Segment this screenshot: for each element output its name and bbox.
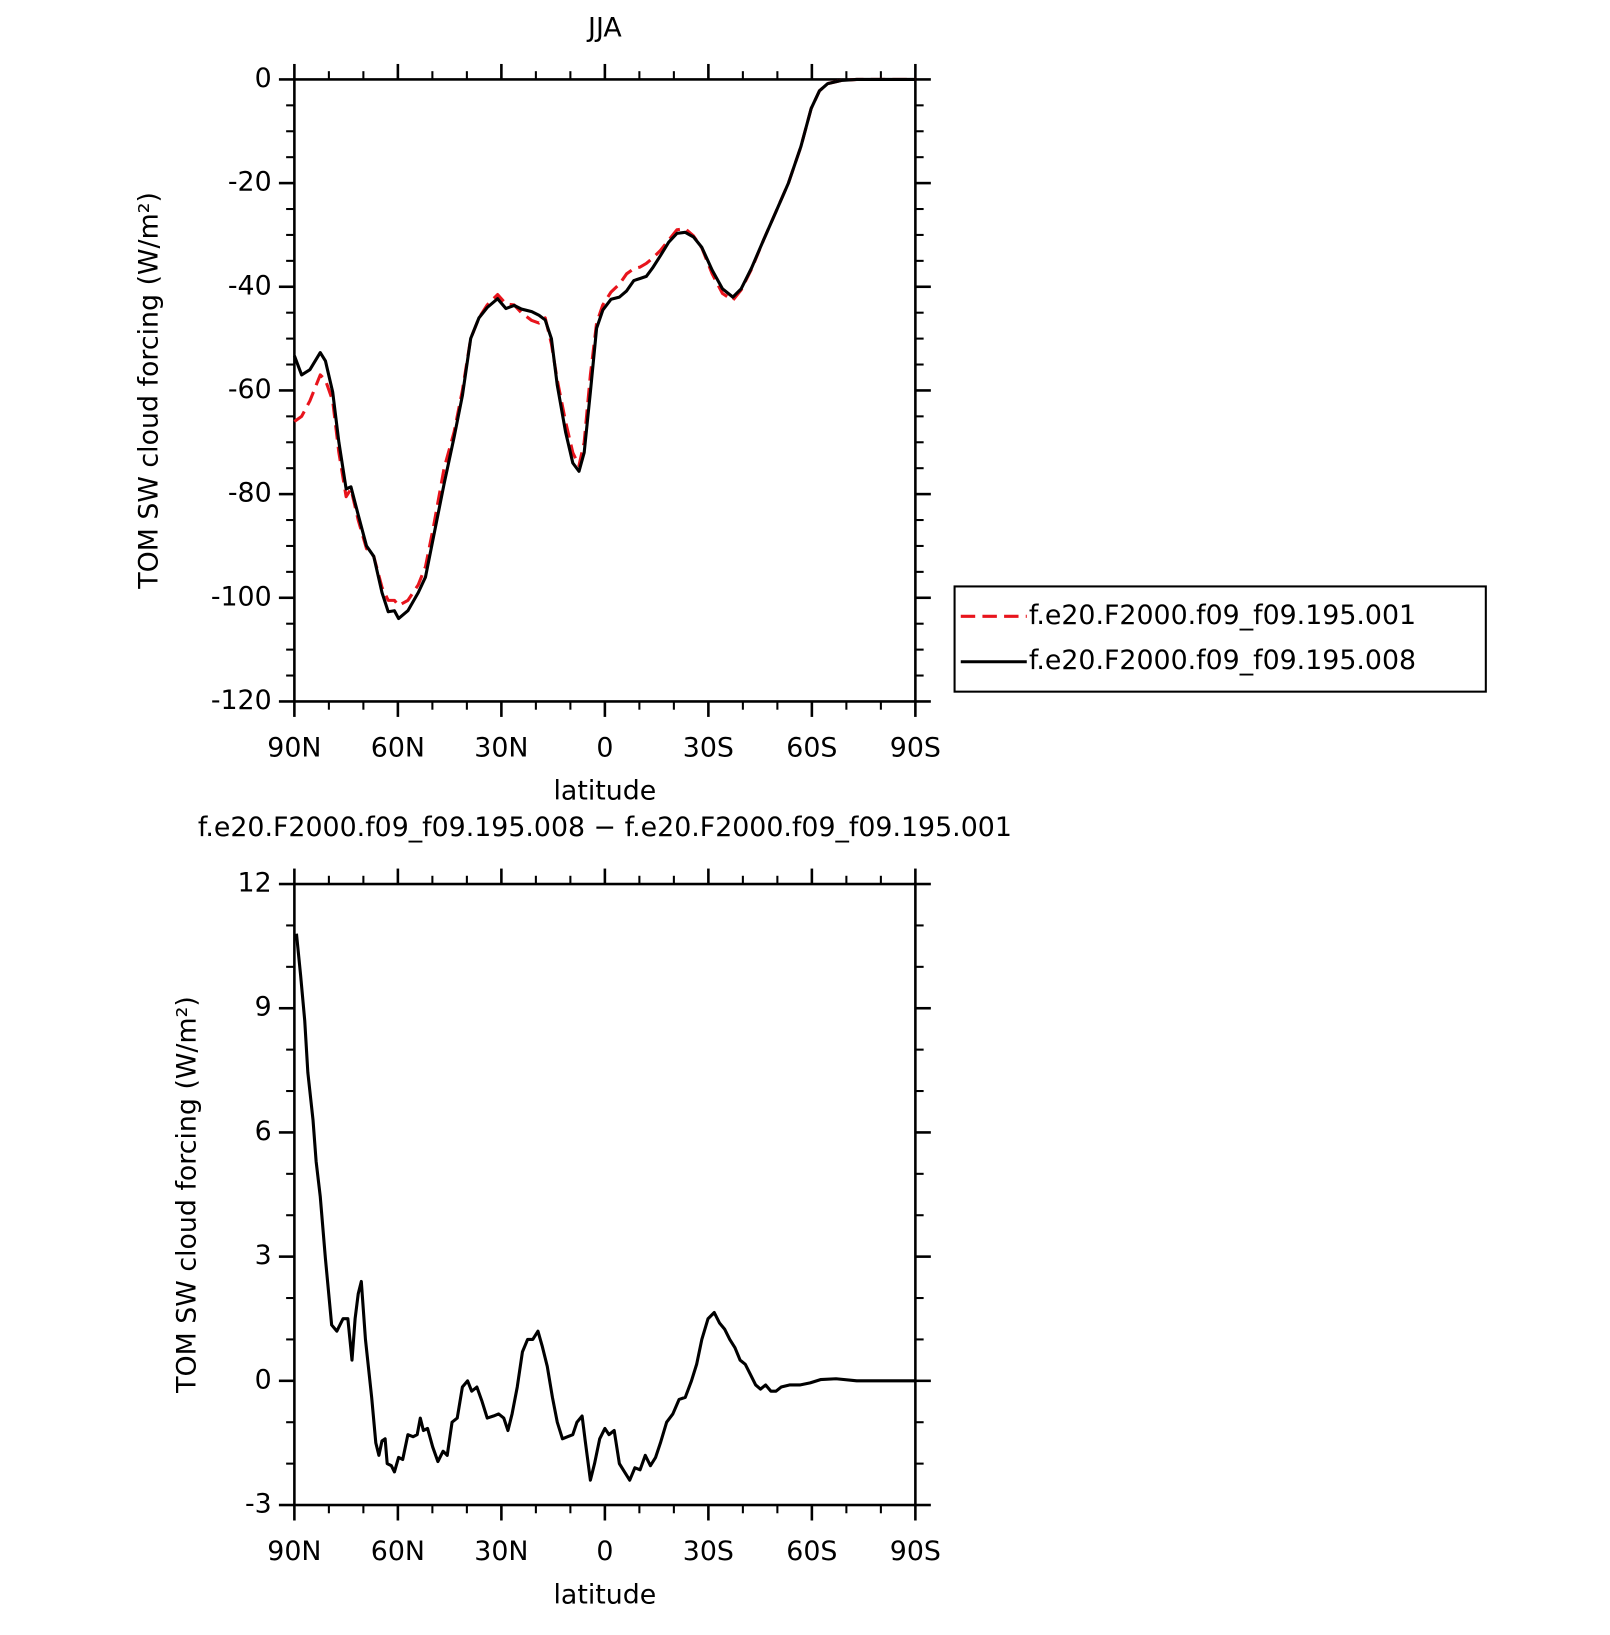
y-tick-label: -100 <box>211 581 272 612</box>
legend-label: f.e20.F2000.f09_f09.195.008 <box>1029 645 1416 676</box>
x-tick-label: 30S <box>683 732 734 763</box>
y-tick-label: 9 <box>255 992 272 1023</box>
y-tick-label: 12 <box>238 868 272 899</box>
legend-label: f.e20.F2000.f09_f09.195.001 <box>1029 600 1416 631</box>
x-tick-label: 30S <box>683 1536 734 1567</box>
x-tick-label: 0 <box>596 732 613 763</box>
y-tick-label: -40 <box>228 270 272 301</box>
x-tick-label: 60N <box>371 732 425 763</box>
x-tick-label: 90S <box>890 1536 941 1567</box>
y-tick-label: 3 <box>255 1240 272 1271</box>
x-tick-label: 90S <box>890 732 941 763</box>
plot-frame <box>293 882 917 1507</box>
data-line <box>293 77 916 608</box>
x-tick-label: 60S <box>786 1536 837 1567</box>
x-tick-label: 30N <box>474 1536 528 1567</box>
x-axis-label: latitude <box>553 776 656 807</box>
y-tick-label: -20 <box>228 167 272 198</box>
y-axis-label: TOM SW cloud forcing (W/m²) <box>172 996 203 1394</box>
y-tick-label: -60 <box>228 374 272 405</box>
y-tick-label: 0 <box>255 63 272 94</box>
y-tick-label: 0 <box>255 1364 272 1395</box>
x-tick-label: 30N <box>474 732 528 763</box>
legend-box <box>953 585 1487 693</box>
data-line <box>294 933 916 1482</box>
x-tick-label: 0 <box>596 1536 613 1567</box>
chart-title: JJA <box>586 12 622 43</box>
x-tick-label: 60S <box>786 732 837 763</box>
x-tick-label: 60N <box>371 1536 425 1567</box>
data-line <box>292 77 916 621</box>
x-tick-label: 90N <box>267 732 321 763</box>
y-tick-label: 6 <box>255 1116 272 1147</box>
y-tick-label: -120 <box>211 685 272 716</box>
y-axis-label: TOM SW cloud forcing (W/m²) <box>133 192 164 590</box>
y-tick-label: -3 <box>245 1489 272 1520</box>
chart-title: f.e20.F2000.f09_f09.195.008 − f.e20.F200… <box>198 812 1012 843</box>
y-tick-label: -80 <box>228 478 272 509</box>
x-axis-label: latitude <box>553 1579 656 1610</box>
x-tick-label: 90N <box>267 1536 321 1567</box>
